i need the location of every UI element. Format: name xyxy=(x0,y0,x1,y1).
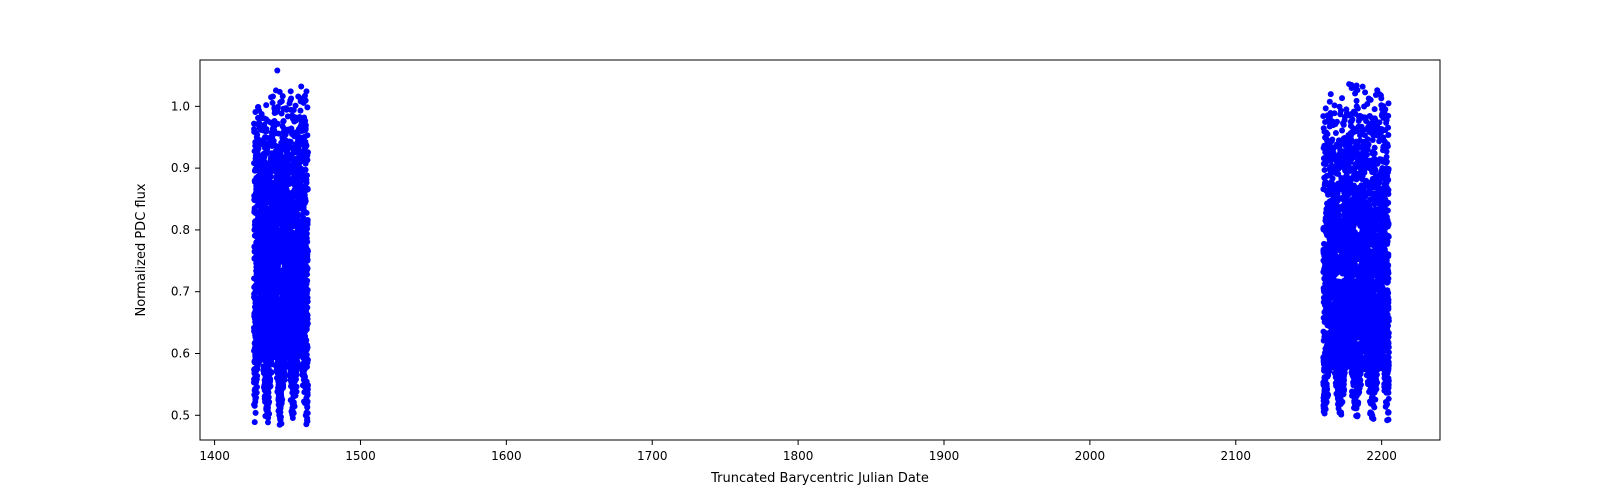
x-tick-label: 2000 xyxy=(1075,449,1106,463)
x-axis-label: Truncated Barycentric Julian Date xyxy=(710,471,929,486)
y-tick-label: 0.8 xyxy=(171,223,190,237)
x-tick-label: 1500 xyxy=(345,449,376,463)
x-tick-label: 2200 xyxy=(1366,449,1397,463)
x-tick-label: 1600 xyxy=(491,449,522,463)
y-axis-label: Normalized PDC flux xyxy=(134,183,149,316)
lightcurve-chart: 1400 1500 1600 1700 1800 1900 2000 2100 2200 0.5 0… xyxy=(0,0,1600,500)
y-tick-label: 0.6 xyxy=(171,346,190,360)
y-tick-label: 0.7 xyxy=(171,285,190,299)
y-tick-label: 1.0 xyxy=(171,99,190,113)
x-tick-label: 1800 xyxy=(783,449,814,463)
x-tick-label: 2100 xyxy=(1220,449,1251,463)
x-tick-label: 1700 xyxy=(637,449,668,463)
x-tick-label: 1900 xyxy=(929,449,960,463)
x-tick-label: 1400 xyxy=(199,449,230,463)
y-tick-label: 0.5 xyxy=(171,408,190,422)
y-tick-label: 0.9 xyxy=(171,161,190,175)
chart-svg: 1400 1500 1600 1700 1800 1900 2000 2100 2200 0.5 0… xyxy=(0,0,1600,500)
